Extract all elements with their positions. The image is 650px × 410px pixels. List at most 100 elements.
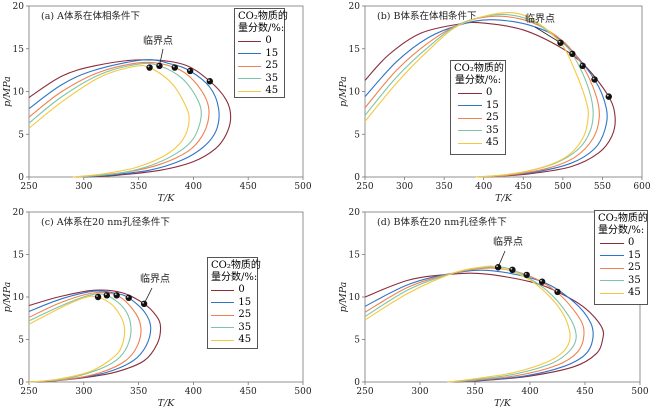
y-tick-label: 15 — [349, 45, 361, 55]
legend-item: 35 — [598, 275, 644, 288]
x-tick-label: 350 — [130, 387, 147, 397]
critical-point-marker — [554, 288, 561, 296]
panel-title: (c) A体系在20 nm孔径条件下 — [41, 216, 170, 228]
critical-point-marker — [186, 67, 194, 75]
x-tick-label: 400 — [185, 182, 202, 192]
series-line-15 — [28, 59, 220, 178]
panel-title: (d) B体系在20 nm孔径条件下 — [377, 216, 507, 228]
legend-label: 15 — [238, 296, 252, 308]
x-tick-label: 450 — [515, 182, 532, 192]
y-tick-label: 15 — [349, 251, 361, 261]
panel-b: 250 300 350 400 450 500 550 60005101520T/Kp/MPa… — [338, 2, 650, 204]
y-tick-label: 5 — [354, 336, 360, 346]
legend-label: 0 — [265, 35, 272, 47]
legend-label: 45 — [628, 287, 641, 299]
y-tick-label: 0 — [18, 173, 24, 183]
y-axis-label: p/MPa — [338, 281, 349, 312]
legend-swatch — [211, 327, 235, 329]
marker-highlight — [172, 65, 175, 68]
x-tick-label: 450 — [576, 387, 593, 397]
x-axis-label: T/K — [158, 193, 176, 204]
marker-highlight — [592, 77, 595, 80]
marker-highlight — [496, 265, 498, 268]
critical-point-marker — [605, 93, 612, 100]
legend-swatch — [238, 40, 262, 42]
legend-swatch — [238, 78, 262, 80]
marker-highlight — [510, 267, 513, 270]
x-tick-label: 250 — [356, 387, 373, 397]
legend-title: CO₂物质的 — [238, 11, 288, 22]
critical-point-marker — [206, 78, 214, 85]
x-tick-label: 600 — [633, 182, 650, 192]
legend-label: 0 — [238, 284, 245, 296]
critical-point-marker — [113, 292, 120, 299]
critical-point-marker — [494, 264, 502, 271]
legend-title: 量分数/%: — [598, 225, 645, 236]
legend-item: 15 — [238, 48, 281, 61]
marker-highlight — [207, 79, 210, 82]
legend-item: 45 — [211, 334, 254, 347]
marker-highlight — [540, 279, 542, 282]
x-tick-label: 550 — [594, 182, 611, 192]
critical-point-marker — [125, 294, 132, 302]
plot-frame — [28, 211, 304, 383]
critical-point-annotation: 临界点 — [493, 235, 523, 248]
series-line-25 — [364, 267, 585, 383]
series-line-45 — [28, 64, 190, 178]
y-tick-label: 5 — [18, 336, 24, 346]
y-tick-label: 10 — [349, 88, 361, 98]
legend-item: 0 — [211, 284, 254, 297]
legend-swatch — [600, 280, 624, 282]
legend-item: 0 — [454, 87, 502, 100]
legend-swatch — [600, 267, 624, 269]
x-tick-label: 500 — [631, 387, 648, 397]
critical-point-marker — [538, 278, 546, 285]
marker-highlight — [157, 63, 160, 66]
x-tick-label: 250 — [356, 182, 373, 192]
series-line-0 — [28, 289, 162, 383]
y-tick-label: 10 — [13, 293, 25, 303]
critical-point-marker — [509, 266, 516, 273]
legend-label: 15 — [265, 47, 279, 59]
series-line-35 — [28, 62, 202, 178]
y-tick-label: 0 — [354, 378, 360, 388]
series-line-35 — [28, 293, 132, 383]
legend-label: 35 — [628, 274, 641, 286]
x-tick-label: 300 — [75, 387, 92, 397]
legend-title: 量分数/%: — [211, 272, 258, 283]
y-tick-label: 20 — [13, 2, 25, 12]
legend-label: 25 — [486, 112, 499, 124]
series-line-45 — [364, 12, 589, 178]
legend-swatch — [458, 142, 482, 144]
legend-label: 45 — [486, 137, 499, 149]
critical-point-annotation: 临界点 — [140, 272, 170, 285]
legend-label: 25 — [238, 309, 252, 321]
y-tick-label: 20 — [349, 2, 361, 12]
critical-point-marker — [140, 300, 148, 307]
critical-point-marker — [579, 62, 586, 70]
panel-title: (b) B体系在体相条件下 — [377, 10, 477, 22]
y-tick-label: 10 — [349, 293, 361, 303]
legend-swatch — [238, 53, 262, 55]
critical-point-marker — [557, 39, 564, 46]
x-tick-label: 350 — [130, 182, 147, 192]
legend-swatch — [211, 314, 235, 316]
legend-item: 45 — [238, 85, 281, 98]
critical-point-marker — [569, 50, 576, 58]
series-line-15 — [364, 269, 594, 383]
x-tick-label: 250 — [20, 182, 37, 192]
legend-item: 35 — [238, 73, 281, 86]
legend-title: 量分数/%: — [454, 75, 502, 86]
y-tick-label: 15 — [13, 45, 25, 55]
legend-swatch — [211, 302, 235, 304]
legend-swatch — [458, 92, 482, 94]
legend-label: 0 — [486, 87, 493, 99]
legend-swatch — [458, 130, 482, 132]
y-axis-label: p/MPa — [338, 76, 349, 107]
legend-label: 35 — [238, 321, 252, 333]
series-line-45 — [28, 295, 126, 383]
x-tick-label: 300 — [411, 387, 428, 397]
critical-point-marker — [591, 76, 598, 83]
